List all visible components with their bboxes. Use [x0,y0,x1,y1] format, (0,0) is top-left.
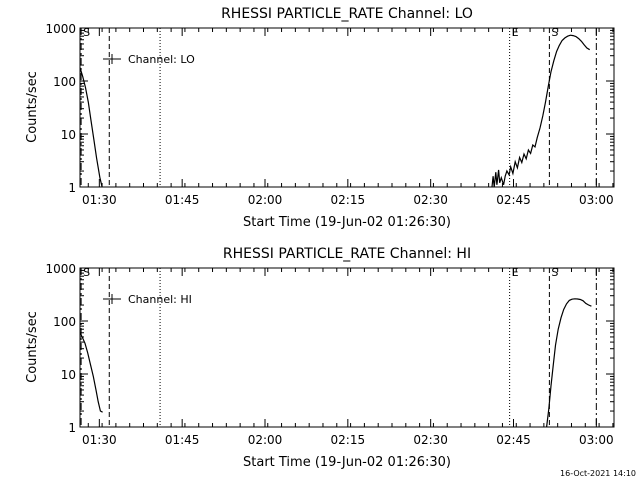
event-marker-label: S [83,266,90,279]
x-tick-label: 02:00 [248,433,283,447]
chart-title: RHESSI PARTICLE_RATE Channel: LO [221,6,473,22]
event-marker-label: S [83,26,90,39]
legend-label: Channel: HI [128,293,192,306]
x-tick-label: 01:30 [82,433,117,447]
x-axis-label: Start Time (19-Jun-02 01:26:30) [243,215,451,230]
x-tick-label: 03:00 [579,193,614,207]
x-tick-label: 01:30 [82,193,117,207]
plot-frame [79,267,615,428]
x-tick-label: 02:30 [413,193,448,207]
y-tick-label: 100 [53,75,76,89]
y-axis-label: Counts/sec [25,311,40,383]
x-tick-label: 02:00 [248,193,283,207]
chart-title: RHESSI PARTICLE_RATE Channel: HI [223,246,471,262]
y-tick-label: 1000 [45,22,76,36]
chart-panel-lo: RHESSI PARTICLE_RATE Channel: LO Start T… [25,6,615,230]
event-marker-label: S [551,26,558,39]
legend: Channel: LO [103,53,195,66]
x-tick-label: 02:45 [496,193,531,207]
x-tick-label: 01:45 [165,433,200,447]
x-tick-label: 01:45 [165,193,200,207]
y-tick-label: 1 [68,181,76,195]
x-tick-label: 02:45 [496,433,531,447]
series-line [79,332,103,413]
x-axis-label: Start Time (19-Jun-02 01:26:30) [243,455,451,470]
series-line [491,34,591,188]
series-line [79,67,103,188]
x-tick-label: 02:15 [331,193,366,207]
y-tick-label: 1 [68,421,76,435]
y-tick-label: 100 [53,315,76,329]
plot-frame [79,27,615,188]
event-marker-label: S [551,266,558,279]
legend-label: Channel: LO [128,53,195,66]
y-tick-label: 1000 [45,262,76,276]
legend: Channel: HI [103,293,192,306]
y-tick-label: 10 [61,128,76,142]
event-marker-label: E [512,266,519,279]
x-tick-label: 02:15 [331,433,366,447]
x-tick-label: 03:00 [579,433,614,447]
series-line [546,298,592,428]
footer-timestamp: 16-Oct-2021 14:10 [560,469,636,478]
y-axis-label: Counts/sec [25,71,40,143]
x-tick-label: 02:30 [413,433,448,447]
event-marker-label: E [512,26,519,39]
y-tick-label: 10 [61,368,76,382]
chart-panel-hi: RHESSI PARTICLE_RATE Channel: HI Start T… [25,246,615,470]
